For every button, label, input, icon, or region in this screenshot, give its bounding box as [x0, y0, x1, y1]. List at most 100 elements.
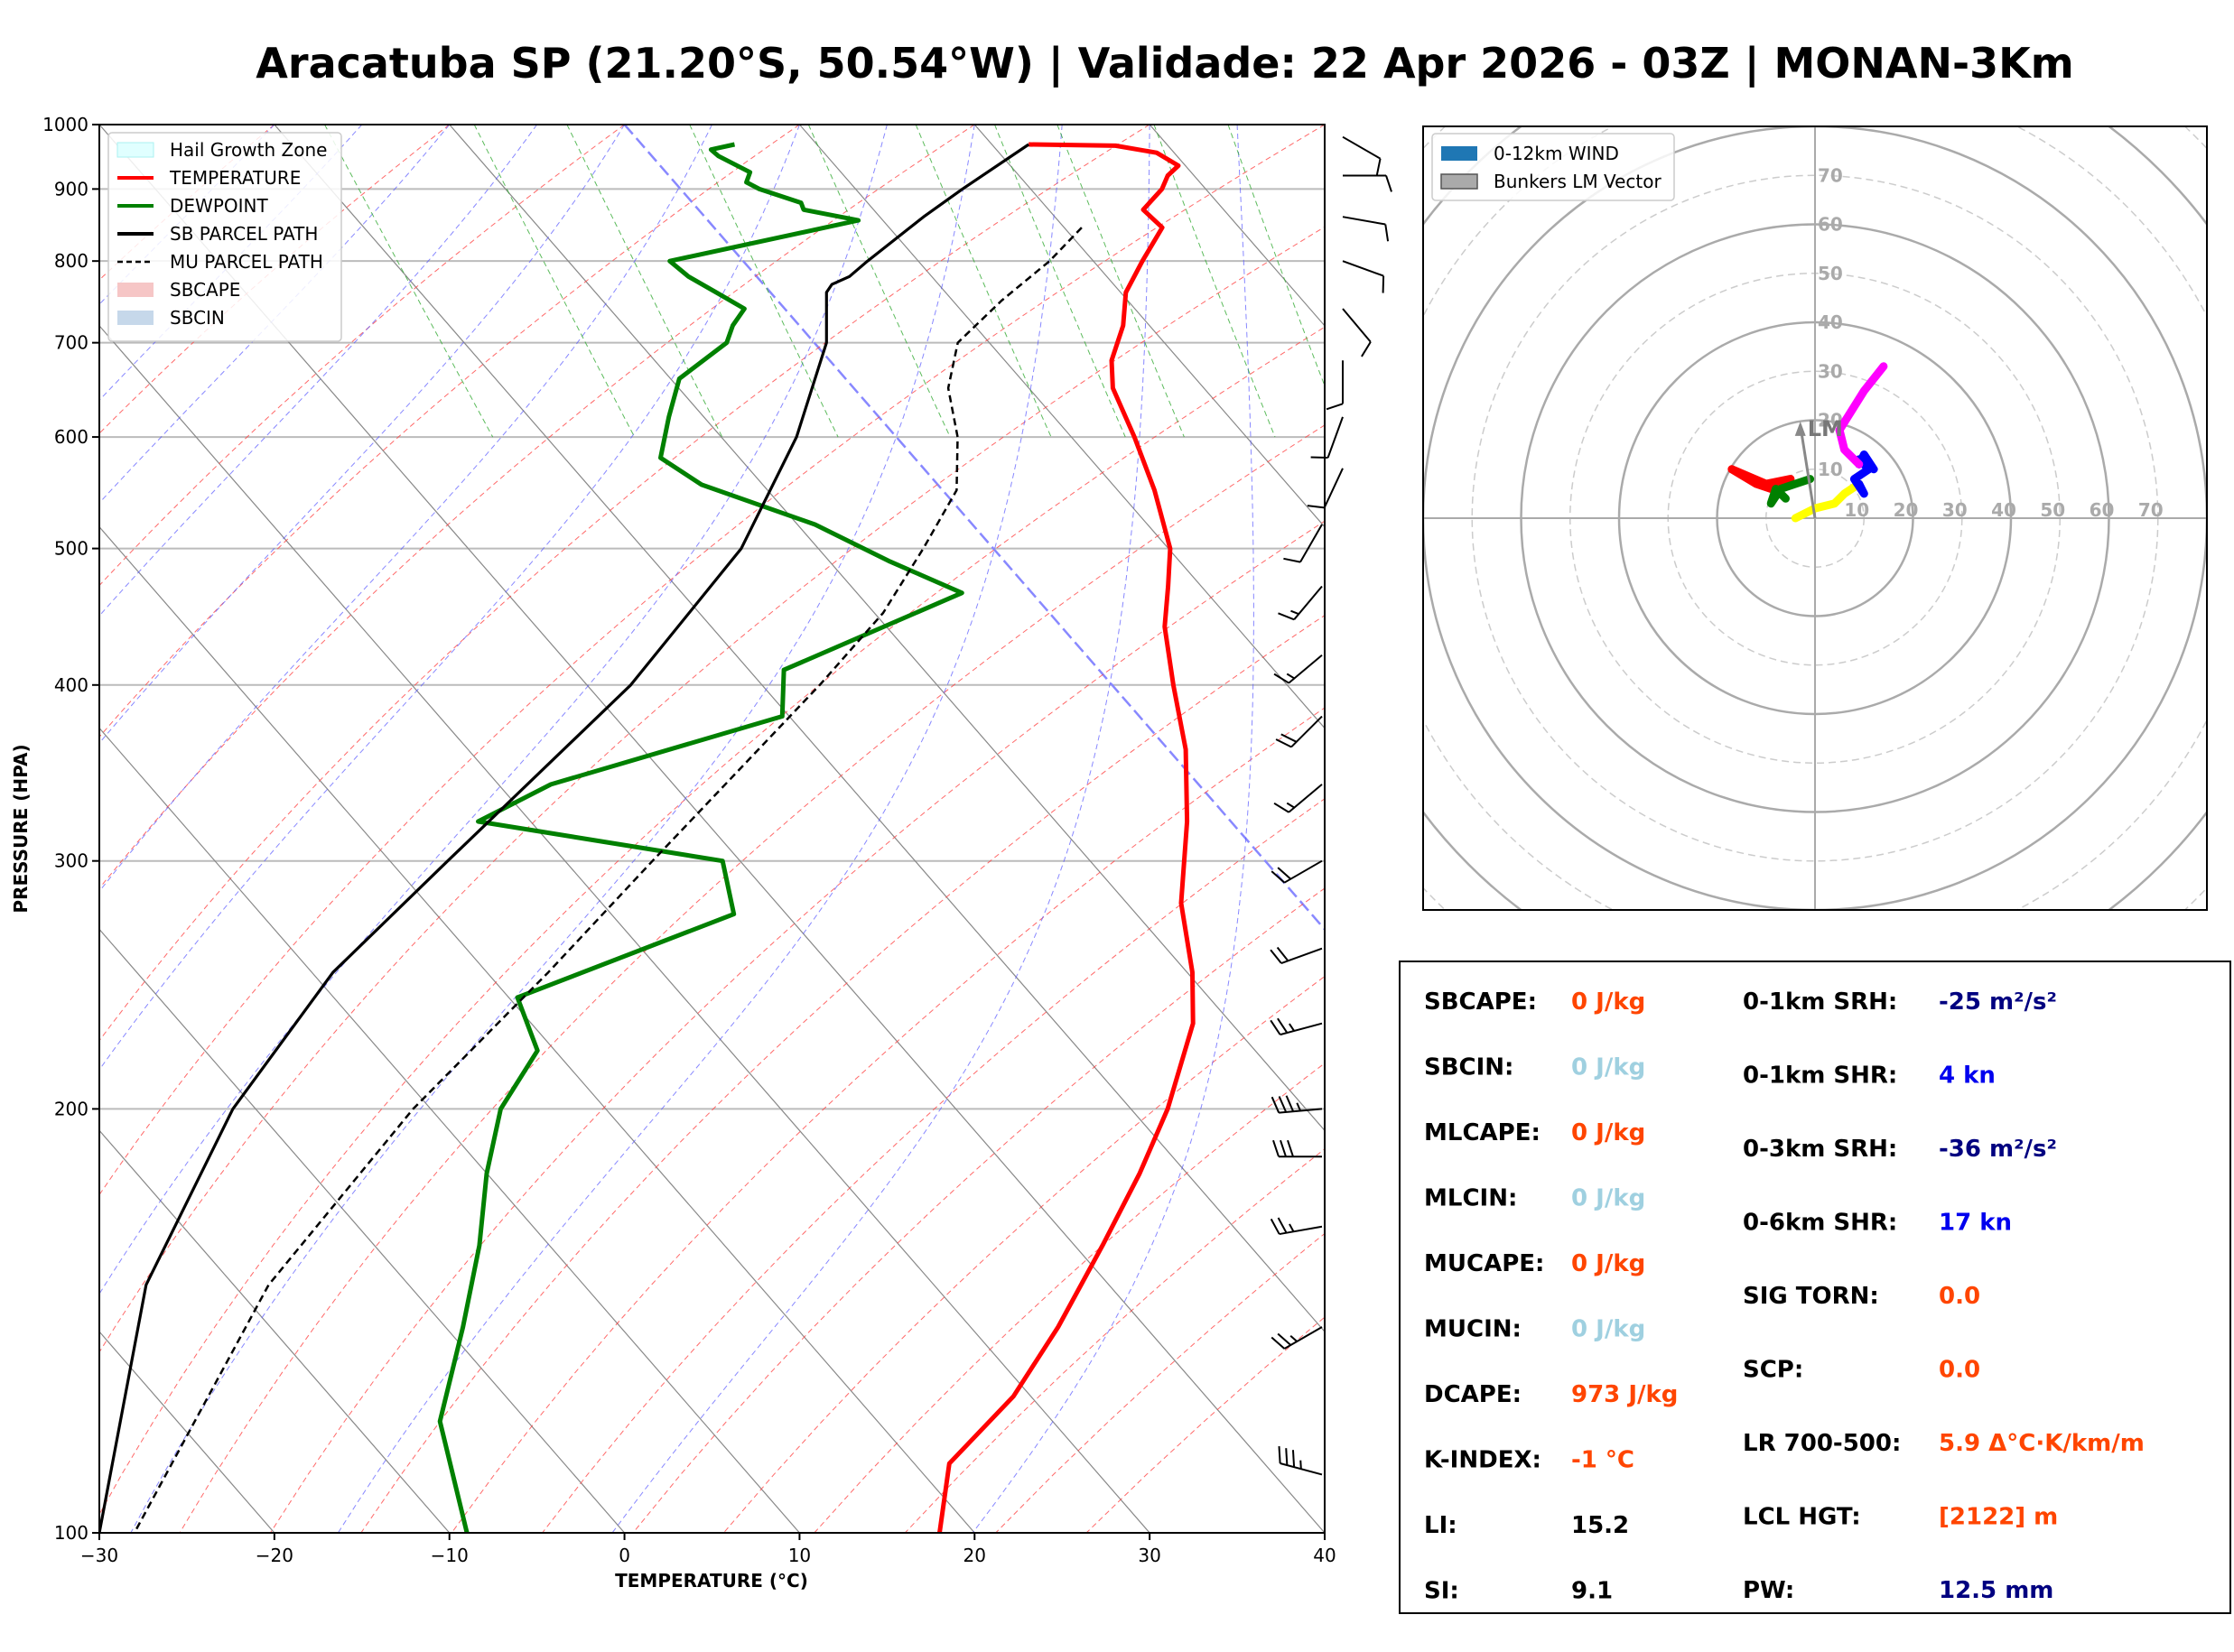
index-label: SI:: [1424, 1578, 1459, 1605]
wind-barb-half-flag: [1289, 1223, 1295, 1232]
wind-barb: [1270, 946, 1323, 964]
moist-adiabat: [337, 125, 1063, 1533]
moist-adiabat: [99, 125, 800, 1071]
bunkers-lm-arrowhead: [1794, 421, 1806, 436]
hodograph-ring-label: 60: [2090, 499, 2115, 521]
x-tick-label: 20: [963, 1545, 986, 1566]
wind-barb: [1270, 1217, 1323, 1236]
index-label: MLCAPE:: [1424, 1119, 1541, 1146]
hodograph-ring-label: 50: [2040, 499, 2065, 521]
wind-barb: [1342, 260, 1385, 293]
mixing-ratio-line: [1056, 125, 1185, 438]
index-value: 9.1: [1571, 1578, 1613, 1605]
index-label: SIG TORN:: [1743, 1283, 1879, 1310]
wind-barb-staff: [1293, 585, 1323, 620]
hodograph-segment-3: [1791, 479, 1864, 523]
hodograph-ring-label: 70: [2138, 499, 2164, 521]
wind-barb-flag: [1275, 738, 1292, 748]
index-label: LCL HGT:: [1743, 1504, 1861, 1531]
hodograph-ring-label: 60: [1818, 214, 1843, 236]
y-tick-label: 600: [54, 426, 88, 448]
moist-adiabat: [611, 125, 1150, 1533]
mixing-ratio-line: [1227, 125, 1325, 387]
index-label: DCAPE:: [1424, 1381, 1522, 1408]
wind-barb-flag: [1273, 802, 1289, 813]
index-value: 12.5 mm: [1939, 1577, 2053, 1604]
x-tick-label: 0: [619, 1545, 630, 1566]
wind-barb-flag: [1280, 1139, 1287, 1157]
moist-adiabat: [99, 125, 626, 744]
wind-barb-staff: [1342, 135, 1382, 160]
wind-barb-flag: [1307, 505, 1325, 509]
hodograph-segment-4: [1849, 450, 1878, 498]
index-value: -1 °C: [1571, 1447, 1634, 1474]
index-value: 973 J/kg: [1571, 1381, 1678, 1408]
wind-barb-staff: [1342, 216, 1386, 226]
mixing-ratio-line: [1153, 125, 1276, 438]
mixing-ratio-line: [473, 125, 636, 438]
index-value: 0 J/kg: [1571, 1316, 1645, 1343]
wind-barb: [1310, 416, 1344, 459]
wind-barb: [1278, 1446, 1323, 1476]
wind-barb: [1275, 715, 1323, 748]
index-value: 0 J/kg: [1571, 1054, 1645, 1081]
hodograph-segment-1: [1727, 465, 1795, 493]
x-tick-label: 30: [1138, 1545, 1160, 1566]
skew-t-legend: Hail Growth Zone TEMPERATURE DEWPOINT SB PA…: [107, 132, 342, 342]
wind-barb-half-flag: [1286, 673, 1295, 680]
mixing-ratio-line: [324, 125, 494, 438]
temperature-line: [937, 142, 1196, 1533]
bunkers-lm-vector: [1799, 424, 1817, 519]
legend-label: SB PARCEL PATH: [170, 223, 318, 245]
hodograph-ring-label: 30: [1818, 360, 1843, 382]
index-value: 4 kn: [1939, 1063, 1996, 1090]
wind-barb-flag: [1287, 1139, 1294, 1157]
wind-barb: [1271, 1095, 1323, 1114]
index-value: -36 m²/s²: [1939, 1136, 2057, 1163]
legend-label: SBCAPE: [170, 279, 240, 301]
hodograph-legend-swatch: [1440, 173, 1478, 190]
hodograph-segment-5: [1835, 362, 1888, 469]
isotherm: [99, 928, 626, 1533]
wind-barb-flag: [1271, 870, 1286, 884]
y-tick-label: 800: [54, 250, 88, 272]
y-tick-label: 200: [54, 1098, 88, 1119]
wind-barb-flag: [1270, 1218, 1280, 1235]
hodograph-ring-label: 30: [1942, 499, 1968, 521]
legend-label: DEWPOINT: [170, 195, 268, 217]
moist-adiabat: [99, 125, 712, 893]
wind-barb: [1342, 135, 1382, 176]
index-value: [2122] m: [1939, 1504, 2058, 1531]
wind-barb-flag: [1285, 1095, 1295, 1112]
index-label: MLCIN:: [1424, 1185, 1517, 1212]
hodograph-frame: [1422, 125, 2208, 911]
wind-barb-half-flag: [1290, 609, 1299, 616]
index-value: 0 J/kg: [1571, 1250, 1645, 1277]
indices-table: SBCAPE: 0 J/kg SBCIN: 0 J/kg MLCAPE: 0 J/kg ML…: [1424, 988, 2145, 1605]
dry-adiabat: [99, 125, 975, 889]
mixing-ratio-line: [807, 125, 951, 438]
wind-barb: [1343, 174, 1392, 192]
index-value: 0 J/kg: [1571, 988, 1645, 1016]
dry-adiabat: [542, 798, 1325, 1533]
hodograph-legend: 0-12km WIND Bunkers LM Vector: [1431, 133, 1675, 201]
dry-adiabat: [99, 226, 1325, 1353]
wind-barb-flag: [1285, 1448, 1289, 1466]
isotherm: [99, 125, 1325, 1533]
y-tick-label: 500: [54, 538, 88, 560]
wind-barb-flag: [1382, 275, 1385, 293]
wind-barb: [1307, 468, 1344, 509]
dry-adiabat: [632, 887, 1325, 1533]
skew-t-profiles: [99, 142, 1196, 1533]
wind-barb-flag: [1277, 1332, 1292, 1346]
wind-barb: [1342, 308, 1372, 357]
isotherm: [973, 125, 1325, 528]
mixing-ratio-line: [915, 125, 1052, 438]
x-tick-label: 40: [1313, 1545, 1336, 1566]
wind-barb: [1273, 784, 1323, 813]
legend-label: TEMPERATURE: [169, 167, 301, 189]
x-axis-label: TEMPERATURE (°C): [615, 1570, 808, 1592]
index-label: SBCAPE:: [1424, 988, 1537, 1016]
